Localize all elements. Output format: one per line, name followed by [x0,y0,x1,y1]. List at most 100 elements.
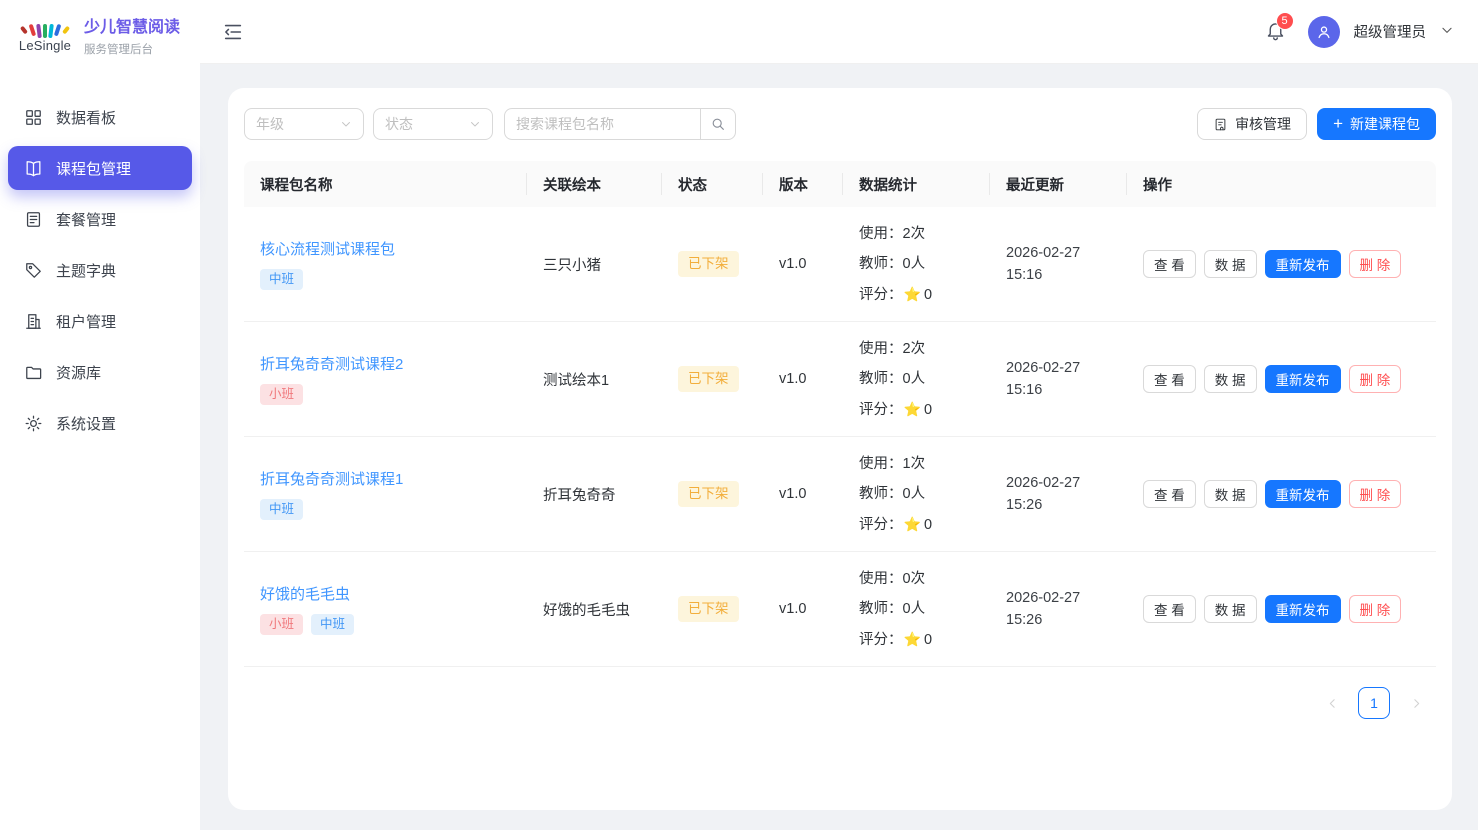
create-package-button[interactable]: + 新建课程包 [1317,108,1436,140]
sidebar-item-dashboard[interactable]: 数据看板 [8,95,192,139]
user-icon [1317,25,1330,38]
data-button[interactable]: 数 据 [1203,365,1257,393]
status-badge: 已下架 [678,366,739,392]
status-filter-placeholder: 状态 [385,116,413,132]
next-page-button[interactable] [1402,689,1430,717]
data-button[interactable]: 数 据 [1203,250,1257,278]
teacher-label: 教师： [859,485,903,502]
rating-label: 评分： [859,401,903,418]
plus-icon: + [1333,113,1343,133]
status-filter-select[interactable]: 状态 [373,108,493,140]
rating-value: 0 [923,401,933,418]
rating-value: 0 [923,286,933,303]
package-name-link[interactable]: 好饿的毛毛虫 [260,585,351,603]
content-area: 年级 状态 审核管理 [200,64,1478,830]
create-button-label: 新建课程包 [1350,116,1420,132]
tag-icon [26,262,41,278]
view-button[interactable]: 查 看 [1143,595,1196,623]
usage-label: 使用： [859,225,903,242]
avatar[interactable] [1307,15,1340,48]
updated-date: 2026-02-27 [1006,245,1081,261]
delete-button[interactable]: 删 除 [1348,480,1402,508]
status-cell: 已下架 [662,251,763,277]
column-header-name: 课程包名称 [244,174,527,195]
name-cell: 好饿的毛毛虫 小班 中班 [244,583,527,636]
delete-button[interactable]: 删 除 [1348,250,1402,278]
search-input[interactable] [504,108,701,140]
updated-cell: 2026-02-27 15:26 [990,472,1127,516]
rating-value: 0 [923,631,933,648]
course-package-table: 课程包名称 关联绘本 状态 版本 数据统计 最近更新 操作 核心流程测试课程包 … [244,161,1436,667]
page-number-button[interactable]: 1 [1358,687,1390,719]
status-cell: 已下架 [662,596,763,622]
chevron-left-icon [1329,698,1335,708]
name-cell: 折耳兔奇奇测试课程1 中班 [244,468,527,521]
grade-filter-placeholder: 年级 [256,116,284,132]
grade-filter-select[interactable]: 年级 [244,108,364,140]
name-cell: 核心流程测试课程包 中班 [244,238,527,291]
chevron-down-icon [342,122,350,127]
sidebar-collapse-button[interactable] [222,21,244,43]
chevron-right-icon [1413,698,1419,708]
sidebar-item-tenants[interactable]: 租户管理 [8,299,192,343]
package-name-link[interactable]: 折耳兔奇奇测试课程2 [260,355,404,373]
republish-button[interactable]: 重新发布 [1264,250,1341,278]
status-badge: 已下架 [678,251,739,277]
audit-management-button[interactable]: 审核管理 [1197,108,1308,140]
column-header-actions: 操作 [1143,177,1172,194]
republish-button[interactable]: 重新发布 [1264,595,1341,623]
chevron-down-icon [471,122,479,127]
data-button[interactable]: 数 据 [1203,595,1257,623]
top-bar-right: 5 超级管理员 [1265,11,1455,48]
user-menu-trigger[interactable] [1440,23,1454,40]
usage-value: 0次 [902,570,926,587]
course-package-card: 年级 状态 审核管理 [228,88,1452,810]
grade-tags: 小班 中班 [260,613,511,636]
grade-tag: 中班 [260,268,304,291]
brand-title: 少儿智慧阅读 [84,19,181,36]
updated-cell: 2026-02-27 15:26 [990,587,1127,631]
view-button[interactable]: 查 看 [1143,365,1196,393]
updated-date: 2026-02-27 [1006,475,1081,491]
package-name-link[interactable]: 折耳兔奇奇测试课程1 [260,470,404,488]
delete-button[interactable]: 删 除 [1348,595,1402,623]
sidebar-item-label: 系统设置 [56,415,117,433]
search-icon [712,118,724,130]
usage-label: 使用： [859,340,903,357]
republish-button[interactable]: 重新发布 [1264,480,1341,508]
book-cell: 测试绘本1 [543,372,610,389]
main-area: 5 超级管理员 年级 状态 [200,0,1478,830]
building-icon [26,313,41,329]
package-name-link[interactable]: 核心流程测试课程包 [260,240,396,258]
table-row: 折耳兔奇奇测试课程1 中班 折耳兔奇奇 已下架 v1.0 使用：1次 教师：0人… [244,437,1436,552]
prev-page-button[interactable] [1318,689,1346,717]
search-button[interactable] [700,108,736,140]
sidebar-item-resources[interactable]: 资源库 [8,350,192,394]
data-button[interactable]: 数 据 [1203,480,1257,508]
delete-button[interactable]: 删 除 [1348,365,1402,393]
list-box-icon [26,211,41,227]
user-name[interactable]: 超级管理员 [1353,25,1427,41]
brand-logo: LeSingle [16,18,74,53]
rating-label: 评分： [859,286,903,303]
grade-tags: 中班 [260,268,511,291]
sidebar-item-plans[interactable]: 套餐管理 [8,197,192,241]
republish-button[interactable]: 重新发布 [1264,365,1341,393]
brand-text: 少儿智慧阅读 服务管理后台 [84,13,180,57]
column-header-status: 状态 [662,174,763,195]
updated-time: 15:16 [1006,382,1043,398]
view-button[interactable]: 查 看 [1143,250,1196,278]
sidebar-item-course-packages[interactable]: 课程包管理 [8,146,192,190]
sidebar-item-label: 数据看板 [56,109,117,127]
folder-icon [26,366,42,379]
updated-cell: 2026-02-27 15:16 [990,242,1127,286]
teacher-value: 0人 [902,485,926,502]
sidebar-item-settings[interactable]: 系统设置 [8,401,192,445]
menu-fold-icon [224,24,242,39]
sidebar-item-theme-dictionary[interactable]: 主题字典 [8,248,192,292]
view-button[interactable]: 查 看 [1143,480,1196,508]
updated-time: 15:16 [1006,267,1043,283]
table-header-row: 课程包名称 关联绘本 状态 版本 数据统计 最近更新 操作 [244,161,1436,207]
notifications-button[interactable]: 5 [1265,11,1294,44]
dashboard-icon [26,109,41,125]
